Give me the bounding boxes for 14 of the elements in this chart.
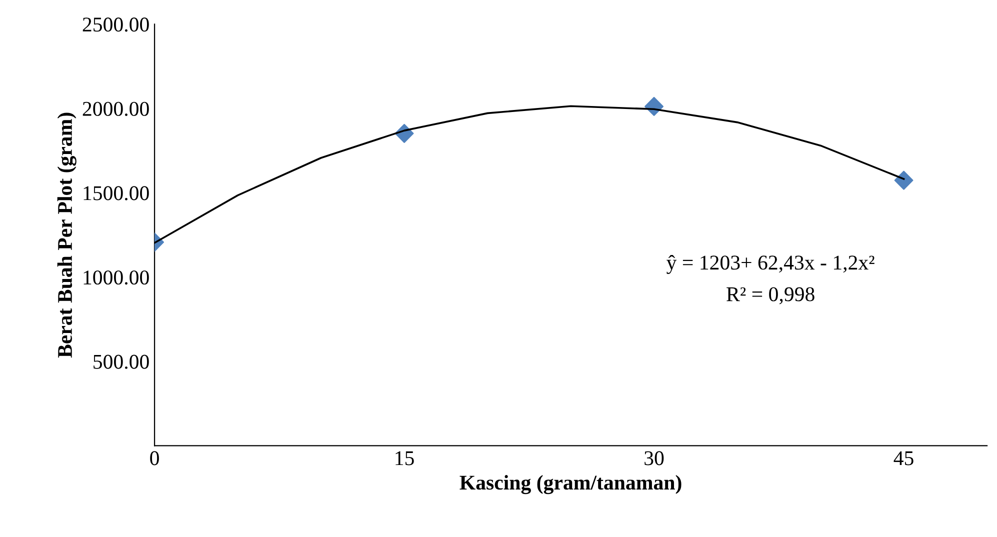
- annotation: R² = 0,998: [726, 287, 814, 304]
- y-tick-label: 500.00: [94, 354, 149, 369]
- y-axis-title: Berat Buah Per Plot (gram): [57, 112, 76, 358]
- annotation: ŷ = 1203+ 62,43x - 1,2x²: [666, 254, 874, 274]
- point: [894, 170, 914, 190]
- x-tick-label: 30: [644, 451, 664, 466]
- x-axis-title: Kascing (gram/tanaman): [460, 475, 682, 494]
- x-tick-label: 45: [894, 451, 914, 466]
- x-tick-label: 15: [396, 451, 414, 466]
- x-tick-label: 0: [150, 451, 159, 466]
- y-tick-label: 2500.00: [82, 18, 149, 32]
- y-tick-label: 1000.00: [84, 270, 149, 285]
- y-tick-label: 1500.00: [84, 186, 149, 200]
- y-tick-label: 2000.00: [82, 102, 149, 116]
